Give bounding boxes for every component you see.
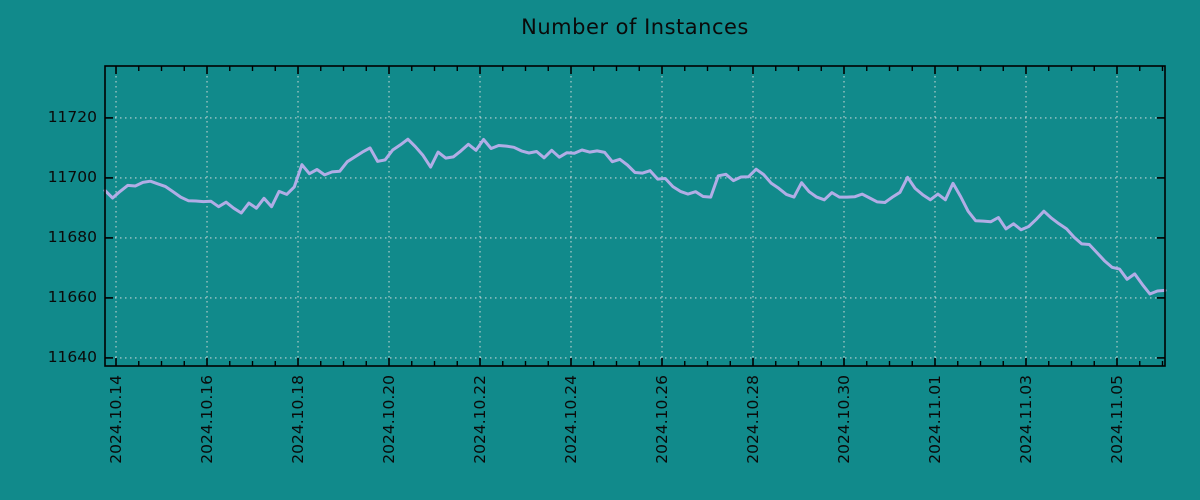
y-tick-label: 11680 <box>47 228 97 247</box>
x-tick-label-text: 2024.10.30 <box>835 375 853 464</box>
x-tick-label: 2024.11.01 <box>926 374 1015 464</box>
x-tick-label-text: 2024.10.24 <box>562 375 580 464</box>
y-tick-label: 11660 <box>47 288 97 307</box>
x-tick-label-text: 2024.10.14 <box>107 375 125 464</box>
x-tick-label: 2024.11.05 <box>1108 374 1197 464</box>
x-tick-label: 2024.10.18 <box>289 374 378 464</box>
x-tick-label-text: 2024.11.05 <box>1107 375 1126 464</box>
x-tick-label: 2024.10.30 <box>835 374 924 464</box>
x-tick-label: 2024.10.26 <box>653 374 742 464</box>
x-tick-label: 2024.10.20 <box>380 374 469 464</box>
x-tick-label-text: 2024.11.01 <box>926 375 944 464</box>
x-tick-label: 2024.10.22 <box>471 374 560 464</box>
x-tick-label-text: 2024.10.20 <box>380 375 398 464</box>
x-tick-label: 2024.10.24 <box>562 374 651 464</box>
x-tick-label: 2024.11.03 <box>1017 374 1106 464</box>
chart-title: Number of Instances <box>521 15 749 39</box>
x-tick-label-text: 2024.10.18 <box>289 375 307 464</box>
x-tick-label-text: 2024.11.03 <box>1016 375 1035 464</box>
x-tick-label: 2024.10.16 <box>198 374 287 464</box>
x-tick-label: 2024.10.14 <box>107 374 196 464</box>
y-tick-label: 11720 <box>47 108 97 127</box>
x-tick-label-text: 2024.10.26 <box>653 375 671 464</box>
x-tick-label: 2024.10.28 <box>744 374 833 464</box>
data-line <box>103 137 1167 296</box>
y-tick-label: 11700 <box>47 168 97 187</box>
x-tick-label-text: 2024.10.16 <box>198 375 216 464</box>
x-tick-label-text: 2024.10.28 <box>744 375 762 464</box>
x-tick-label-text: 2024.10.22 <box>471 375 489 464</box>
y-tick-label: 11640 <box>47 348 97 367</box>
plot-border <box>104 65 1166 367</box>
